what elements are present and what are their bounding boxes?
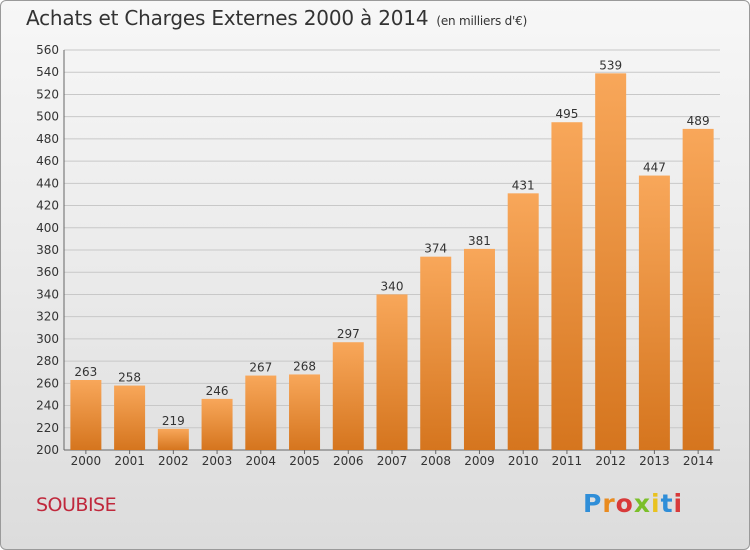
data-label-2006: 297 (337, 327, 360, 341)
bar-2005 (289, 374, 321, 450)
data-label-2005: 268 (293, 359, 316, 373)
commune-name: SOUBISE (36, 494, 117, 516)
y-tick-label: 480 (36, 132, 59, 146)
x-tick-label: 2010 (508, 454, 539, 468)
bar-2014 (682, 128, 714, 450)
y-tick-label: 320 (36, 310, 59, 324)
bar-2011 (551, 122, 583, 450)
data-label-2010: 431 (512, 178, 535, 192)
bar-2010 (507, 193, 539, 451)
x-tick-label: 2006 (333, 454, 364, 468)
chart-subtitle: (en milliers d'€) (436, 14, 528, 28)
data-label-2012: 539 (599, 58, 622, 72)
y-tick-label: 560 (36, 43, 59, 57)
data-label-2007: 340 (381, 279, 404, 293)
logo-letter: t (660, 489, 674, 518)
x-tick-label: 2014 (683, 454, 714, 468)
logo-letter: i (673, 489, 684, 518)
chart-title: Achats et Charges Externes 2000 à 2014 (e… (26, 6, 527, 30)
data-label-2001: 258 (118, 371, 141, 385)
y-tick-label: 300 (36, 332, 59, 346)
data-label-2009: 381 (468, 234, 491, 248)
x-tick-label: 2008 (420, 454, 451, 468)
x-tick-label: 2009 (464, 454, 495, 468)
x-tick-label: 2013 (639, 454, 670, 468)
bar-2000 (70, 380, 102, 450)
y-tick-label: 400 (36, 221, 59, 235)
y-tick-label: 520 (36, 87, 59, 101)
y-tick-label: 240 (36, 399, 59, 413)
y-tick-label: 380 (36, 243, 59, 257)
x-tick-label: 2002 (158, 454, 189, 468)
y-tick-label: 460 (36, 154, 59, 168)
x-tick-label: 2003 (202, 454, 233, 468)
axes: 200 220 240 260 280 300 320 340 360 380 400 420 440 4… (36, 43, 720, 468)
x-tick-label: 2000 (71, 454, 102, 468)
y-tick-label: 280 (36, 354, 59, 368)
bar-2004 (245, 375, 277, 450)
bar-2012 (595, 73, 627, 450)
logo-letter: x (633, 489, 651, 518)
data-label-2000: 263 (74, 365, 97, 379)
x-tick-label: 2012 (595, 454, 626, 468)
data-label-2013: 447 (643, 161, 666, 175)
x-tick-label: 2001 (114, 454, 145, 468)
data-label-2008: 374 (424, 242, 447, 256)
bar-2001 (114, 385, 146, 450)
proxiti-logo[interactable]: Proxiti (583, 489, 683, 518)
logo-letter: o (615, 489, 634, 518)
bar-2013 (638, 175, 670, 451)
x-tick-label: 2007 (377, 454, 408, 468)
y-tick-label: 200 (36, 443, 59, 457)
y-tick-label: 220 (36, 421, 59, 435)
bars (70, 73, 714, 451)
bar-2003 (201, 398, 233, 450)
data-labels: 263 258 219 246 267 268 297 340 374 381 431 495 539 4… (74, 58, 709, 428)
logo-letter: i (651, 489, 661, 518)
data-label-2004: 267 (249, 361, 272, 375)
bar-2008 (420, 256, 452, 450)
bar-2002 (157, 428, 189, 450)
title-text: Achats et Charges Externes 2000 à 2014 (26, 6, 429, 30)
y-tick-label: 500 (36, 110, 59, 124)
data-label-2002: 219 (162, 414, 185, 428)
data-label-2011: 495 (555, 107, 578, 121)
bar-2009 (463, 248, 495, 450)
y-tick-label: 360 (36, 265, 59, 279)
y-tick-label: 260 (36, 376, 59, 390)
logo-letter: P (583, 489, 603, 518)
x-tick-label: 2011 (552, 454, 583, 468)
data-label-2014: 489 (687, 114, 710, 128)
x-tick-label: 2004 (246, 454, 277, 468)
logo-letter: r (602, 489, 616, 518)
x-tick-label: 2005 (289, 454, 320, 468)
y-tick-label: 440 (36, 176, 59, 190)
data-label-2003: 246 (206, 384, 229, 398)
y-tick-label: 540 (36, 65, 59, 79)
y-tick-label: 420 (36, 199, 59, 213)
y-tick-label: 340 (36, 287, 59, 301)
bar-2006 (332, 342, 364, 450)
bar-2007 (376, 294, 408, 450)
